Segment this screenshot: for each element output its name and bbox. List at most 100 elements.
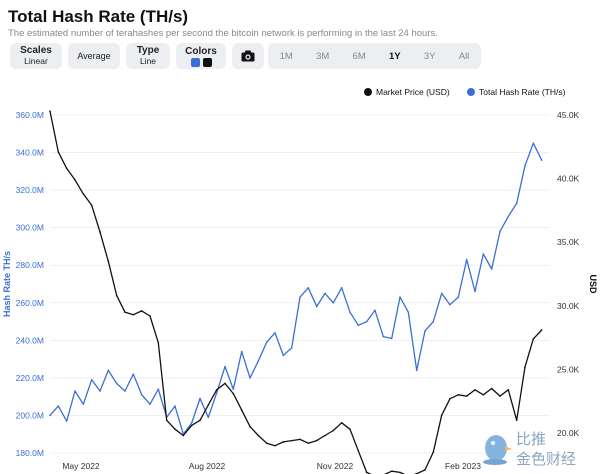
hash-rate-data-point bbox=[149, 403, 151, 405]
market-price-data-point bbox=[299, 438, 301, 441]
hash-rate-color-swatch[interactable] bbox=[190, 57, 200, 67]
market-price-data-point bbox=[232, 392, 235, 395]
hash-rate-data-point bbox=[99, 390, 101, 392]
market-price-data-point bbox=[165, 419, 168, 422]
average-label: Average bbox=[77, 50, 111, 61]
average-button[interactable]: Average bbox=[68, 43, 120, 69]
hash-rate-data-point bbox=[307, 286, 310, 289]
hash-rate-data-point bbox=[174, 405, 176, 407]
market-price-color-swatch[interactable] bbox=[202, 57, 212, 67]
range-all-button[interactable]: All bbox=[458, 50, 470, 62]
market-price-data-point bbox=[74, 179, 76, 181]
type-button[interactable]: Type Line bbox=[126, 43, 170, 69]
y2-axis-label: USD bbox=[588, 274, 598, 294]
y-axis-label: Hash Rate TH/s bbox=[2, 251, 12, 317]
y2-tick-label: 45.0K bbox=[557, 110, 580, 120]
hash-rate-data-point bbox=[49, 414, 51, 417]
hash-rate-data-point bbox=[424, 330, 426, 332]
hash-rate-data-point bbox=[132, 373, 135, 375]
hash-rate-data-point bbox=[249, 377, 251, 379]
hash-rate-legend-label: Total Hash Rate (TH/s) bbox=[479, 87, 566, 97]
market-price-data-point bbox=[340, 422, 343, 424]
market-price-data-point bbox=[140, 310, 143, 312]
market-price-data-point bbox=[124, 311, 126, 313]
range-1m-button[interactable]: 1M bbox=[279, 50, 293, 62]
y-tick-label: 300.0M bbox=[16, 223, 44, 233]
market-price-data-point bbox=[507, 388, 510, 391]
market-price-data-point bbox=[499, 395, 501, 397]
legend-market-price[interactable]: Market Price (USD) bbox=[364, 87, 450, 97]
type-label: Type bbox=[136, 45, 160, 56]
page-subtitle: The estimated number of terahashes per s… bbox=[8, 28, 438, 39]
hash-rate-data-point bbox=[357, 324, 360, 327]
colors-button[interactable]: Colors bbox=[176, 43, 226, 69]
time-range-selector: 1M 3M 6M 1Y 3Y All bbox=[268, 43, 481, 69]
y2-tick-label: 40.0K bbox=[557, 174, 580, 184]
y-tick-label: 280.0M bbox=[16, 260, 44, 270]
hash-rate-data-point bbox=[90, 378, 93, 381]
market-price-data-point bbox=[90, 204, 93, 207]
hash-rate-data-point bbox=[532, 142, 535, 144]
range-1y-button[interactable]: 1Y bbox=[388, 50, 401, 62]
range-6m-button[interactable]: 6M bbox=[352, 50, 366, 62]
hash-rate-data-point bbox=[474, 290, 476, 293]
market-price-data-point bbox=[99, 231, 101, 233]
market-price-data-point bbox=[182, 434, 185, 437]
legend-hash-rate[interactable]: Total Hash Rate (TH/s) bbox=[467, 87, 565, 97]
market-price-data-point bbox=[240, 409, 243, 411]
hash-rate-data-point bbox=[457, 296, 460, 298]
market-price-data-point bbox=[157, 341, 160, 344]
market-price-data-point bbox=[57, 151, 60, 153]
market-price-data-point bbox=[224, 382, 226, 385]
market-price-data-point bbox=[457, 394, 460, 396]
market-price-data-point bbox=[274, 444, 276, 447]
hash-rate-data-point bbox=[524, 164, 526, 167]
market-price-data-point bbox=[349, 428, 351, 430]
hash-rate-data-point bbox=[432, 320, 435, 323]
market-price-data-point bbox=[390, 470, 393, 472]
market-price-data-point bbox=[207, 404, 210, 406]
x-tick-label: Aug 2022 bbox=[189, 461, 226, 471]
hash-rate-data-point bbox=[374, 309, 376, 312]
hash-rate-data-point bbox=[232, 388, 235, 390]
y-tick-label: 200.0M bbox=[16, 410, 44, 420]
hash-rate-data-point bbox=[82, 403, 85, 405]
market-price-data-point bbox=[65, 167, 68, 170]
market-price-data-point bbox=[399, 471, 401, 474]
hash-rate-data-point bbox=[399, 296, 401, 298]
range-3y-button[interactable]: 3Y bbox=[423, 50, 436, 62]
hash-rate-data-point bbox=[415, 369, 418, 372]
y-tick-label: 320.0M bbox=[16, 185, 44, 195]
screenshot-button[interactable] bbox=[232, 43, 264, 69]
watermark-text-top: 比推 bbox=[516, 430, 546, 448]
market-price-data-point bbox=[449, 397, 451, 400]
market-price-data-point bbox=[324, 434, 326, 437]
market-price-data-point bbox=[265, 442, 268, 444]
hash-rate-data-point bbox=[207, 416, 210, 419]
hash-rate-data-point bbox=[240, 350, 243, 353]
scales-button[interactable]: Scales Linear bbox=[10, 43, 62, 69]
range-3m-button[interactable]: 3M bbox=[316, 50, 330, 62]
bird-logo-icon bbox=[483, 435, 512, 465]
hash-rate-data-point bbox=[465, 258, 468, 261]
market-price-series-line bbox=[49, 111, 543, 474]
y2-tick-label: 35.0K bbox=[557, 237, 580, 247]
market-price-data-point bbox=[432, 451, 435, 453]
hash-rate-data-point bbox=[65, 420, 68, 422]
market-price-data-point bbox=[307, 442, 310, 444]
hash-rate-data-point bbox=[324, 292, 326, 295]
camera-icon bbox=[241, 50, 255, 62]
market-price-legend-dot bbox=[364, 88, 372, 96]
hash-rate-data-point bbox=[274, 332, 276, 334]
y-tick-label: 360.0M bbox=[16, 110, 44, 120]
market-price-data-point bbox=[199, 419, 201, 422]
hash-rate-data-point bbox=[199, 397, 201, 400]
market-price-data-point bbox=[215, 388, 218, 391]
y2-tick-label: 30.0K bbox=[557, 301, 580, 311]
hash-rate-data-point bbox=[282, 354, 285, 357]
hash-rate-data-point bbox=[265, 341, 268, 344]
hash-rate-series-line bbox=[49, 142, 543, 435]
hash-rate-data-point bbox=[332, 301, 335, 304]
hash-rate-data-point bbox=[382, 335, 385, 338]
